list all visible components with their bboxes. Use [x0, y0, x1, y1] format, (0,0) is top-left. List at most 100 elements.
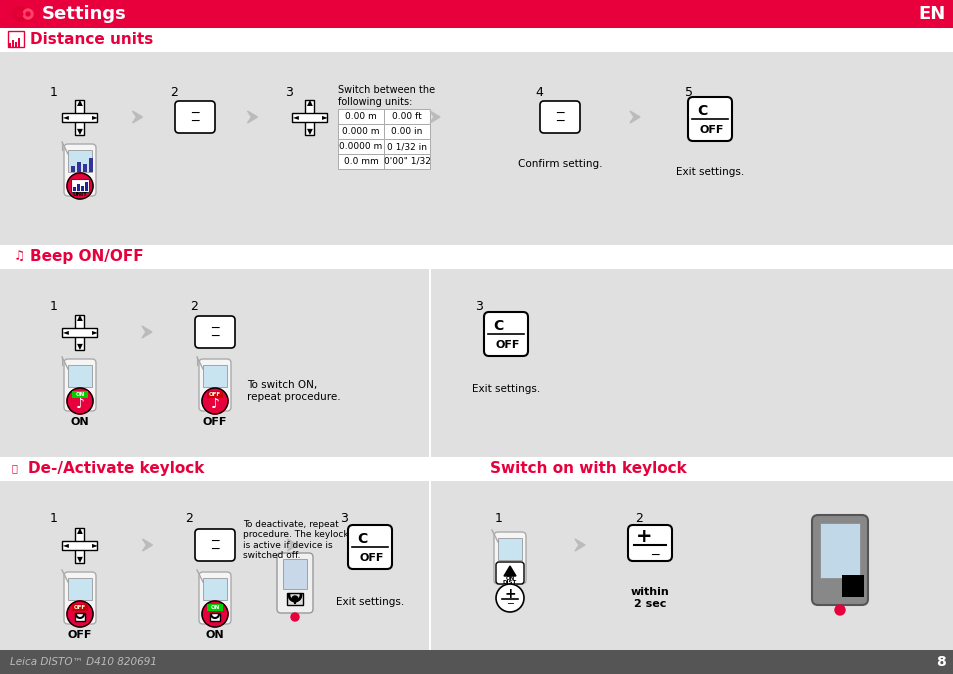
FancyBboxPatch shape	[64, 359, 96, 411]
Text: 0.0 mm: 0.0 mm	[343, 157, 378, 166]
FancyBboxPatch shape	[12, 40, 14, 47]
Circle shape	[67, 601, 92, 627]
Text: OFF: OFF	[68, 630, 92, 640]
FancyBboxPatch shape	[64, 144, 96, 196]
Text: 🔒: 🔒	[12, 463, 18, 473]
FancyBboxPatch shape	[89, 158, 92, 172]
Text: 0.000 m: 0.000 m	[342, 127, 379, 136]
Text: 8: 8	[935, 655, 945, 669]
FancyBboxPatch shape	[283, 559, 307, 589]
FancyBboxPatch shape	[203, 578, 227, 600]
FancyBboxPatch shape	[75, 613, 85, 621]
FancyBboxPatch shape	[276, 553, 313, 613]
Text: OFF: OFF	[209, 392, 221, 397]
Text: ON: ON	[75, 392, 85, 397]
FancyBboxPatch shape	[348, 525, 392, 569]
FancyBboxPatch shape	[429, 479, 431, 671]
Polygon shape	[503, 566, 516, 576]
Text: Switch on with keylock: Switch on with keylock	[490, 460, 686, 475]
FancyBboxPatch shape	[207, 391, 223, 398]
Text: OFF: OFF	[74, 605, 86, 610]
FancyBboxPatch shape	[199, 359, 231, 411]
Text: 3: 3	[339, 512, 348, 524]
FancyBboxPatch shape	[0, 267, 953, 457]
Circle shape	[202, 388, 228, 414]
Text: ON: ON	[211, 605, 219, 610]
FancyBboxPatch shape	[68, 365, 91, 387]
Text: Confirm setting.: Confirm setting.	[517, 159, 601, 169]
Text: Settings: Settings	[42, 5, 127, 23]
Circle shape	[834, 605, 844, 615]
Text: ►: ►	[91, 113, 97, 121]
Text: ►: ►	[91, 541, 97, 549]
FancyBboxPatch shape	[337, 139, 384, 154]
Text: ▲: ▲	[307, 98, 313, 107]
Text: ON: ON	[71, 417, 90, 427]
Text: OFF: OFF	[496, 340, 519, 350]
Circle shape	[292, 596, 297, 602]
Text: ◄: ◄	[293, 113, 298, 121]
FancyBboxPatch shape	[71, 166, 75, 172]
FancyBboxPatch shape	[71, 179, 89, 192]
Text: 🔓: 🔓	[848, 580, 856, 592]
Polygon shape	[629, 111, 639, 123]
Text: OFF: OFF	[359, 553, 384, 563]
FancyBboxPatch shape	[75, 315, 85, 350]
FancyBboxPatch shape	[75, 100, 85, 135]
FancyBboxPatch shape	[337, 124, 384, 139]
Text: 1: 1	[50, 512, 58, 524]
Text: 0 1/32 in: 0 1/32 in	[387, 142, 427, 151]
Text: ─: ─	[211, 543, 218, 555]
Text: DIST: DIST	[502, 580, 517, 586]
FancyBboxPatch shape	[71, 604, 88, 611]
FancyBboxPatch shape	[83, 164, 87, 172]
Text: 3: 3	[285, 86, 293, 98]
Text: C: C	[356, 532, 367, 546]
Text: ♪: ♪	[75, 397, 85, 411]
FancyBboxPatch shape	[210, 613, 220, 621]
Text: 2: 2	[635, 512, 642, 524]
Text: ─: ─	[211, 330, 218, 342]
Text: ▲: ▲	[77, 313, 83, 322]
Circle shape	[67, 388, 92, 414]
FancyBboxPatch shape	[194, 529, 234, 561]
FancyBboxPatch shape	[77, 184, 80, 191]
FancyBboxPatch shape	[71, 391, 88, 398]
FancyBboxPatch shape	[287, 593, 303, 605]
Text: ─: ─	[191, 115, 198, 127]
Text: Distance units: Distance units	[30, 32, 153, 47]
Text: 1: 1	[495, 512, 502, 524]
Text: Leica DISTO™ D410 820691: Leica DISTO™ D410 820691	[10, 657, 157, 667]
FancyBboxPatch shape	[9, 43, 11, 47]
FancyBboxPatch shape	[0, 245, 953, 267]
FancyBboxPatch shape	[429, 267, 431, 457]
FancyBboxPatch shape	[8, 31, 24, 47]
Text: 2: 2	[185, 512, 193, 524]
Text: ♫: ♫	[14, 249, 25, 262]
FancyBboxPatch shape	[0, 479, 953, 481]
Polygon shape	[142, 326, 152, 338]
Text: ▼: ▼	[77, 127, 83, 136]
Text: OFF: OFF	[203, 417, 227, 427]
Polygon shape	[575, 539, 584, 551]
FancyBboxPatch shape	[384, 124, 430, 139]
Text: 5: 5	[684, 86, 692, 98]
FancyBboxPatch shape	[820, 523, 859, 578]
FancyBboxPatch shape	[63, 113, 97, 121]
FancyBboxPatch shape	[384, 154, 430, 169]
Text: OFF: OFF	[700, 125, 723, 135]
Text: Switch between the
following units:: Switch between the following units:	[337, 85, 435, 106]
Polygon shape	[430, 111, 439, 123]
Text: 4: 4	[535, 86, 542, 98]
Polygon shape	[247, 111, 257, 123]
Text: ◄: ◄	[63, 113, 69, 121]
Text: To switch ON,
repeat procedure.: To switch ON, repeat procedure.	[247, 380, 340, 402]
FancyBboxPatch shape	[811, 515, 867, 605]
FancyBboxPatch shape	[174, 101, 214, 133]
FancyBboxPatch shape	[494, 532, 525, 584]
Text: 2: 2	[190, 301, 197, 313]
FancyBboxPatch shape	[0, 457, 953, 479]
FancyBboxPatch shape	[194, 316, 234, 348]
Text: ◄: ◄	[63, 541, 69, 549]
FancyBboxPatch shape	[841, 575, 863, 597]
